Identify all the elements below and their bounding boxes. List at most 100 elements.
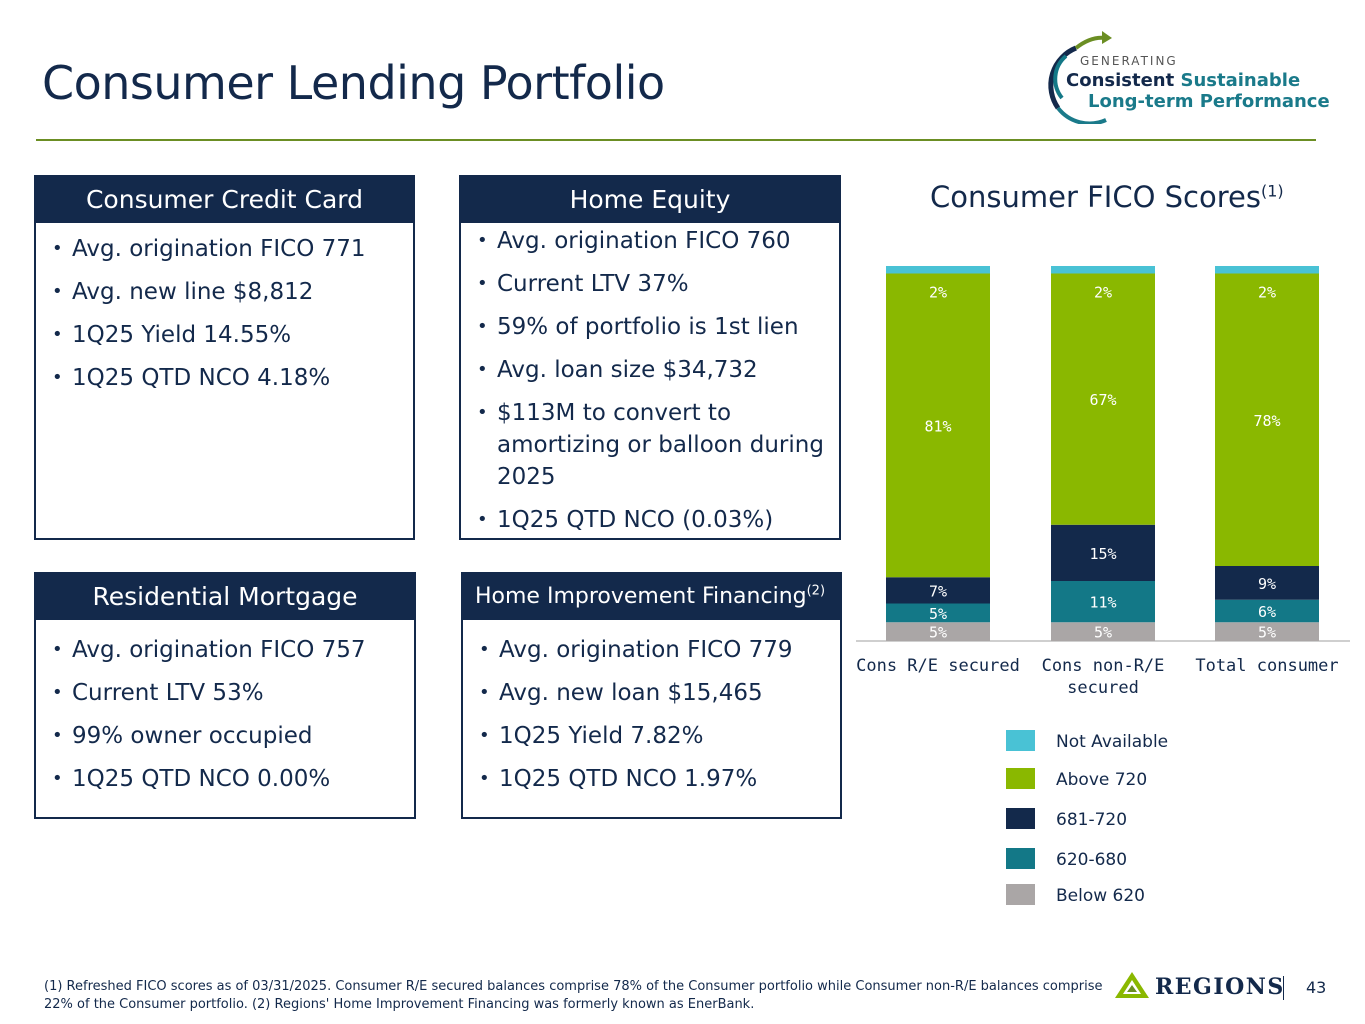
- legend-item: Above 720: [1006, 768, 1206, 792]
- bar-segment-681-720: [1051, 524, 1155, 581]
- category-label: secured: [1067, 678, 1139, 698]
- logo-arc-icon: [1048, 31, 1112, 124]
- bullet-item: Avg. origination FICO 760: [475, 225, 825, 257]
- logo-word-sustainable: Sustainable: [1180, 70, 1301, 91]
- fico-stacked-bar-chart: 5%5%7%81%2%Cons R/E secured5%11%15%67%2%…: [856, 266, 1350, 698]
- category-label: Cons non-R/E: [1042, 656, 1165, 676]
- card-home-improvement-financing: Home Improvement Financing(2) Avg. origi…: [461, 572, 842, 819]
- regions-wordmark: REGIONS: [1155, 974, 1285, 1000]
- data-label: 67%: [1089, 391, 1116, 409]
- bullet-item: 99% owner occupied: [50, 720, 400, 752]
- bullet-item: 1Q25 QTD NCO 1.97%: [477, 763, 826, 795]
- card-consumer-credit-card: Consumer Credit Card Avg. origination FI…: [34, 175, 415, 540]
- bar-segment-below-620: [1215, 622, 1319, 641]
- data-label: 2%: [929, 284, 947, 302]
- bullet-item: 59% of portfolio is 1st lien: [475, 311, 825, 343]
- card-title-footnote-ref: (2): [806, 583, 826, 599]
- bar-segment-not-available: [1215, 266, 1319, 274]
- bar-segment-not-available: [886, 266, 990, 274]
- bullet-item: Avg. origination FICO 779: [477, 634, 826, 666]
- bullet-item: $113M to convert to amortizing or balloo…: [475, 397, 825, 493]
- logo-line-generating: GENERATING: [1080, 54, 1178, 68]
- card-title: Consumer Credit Card: [36, 177, 413, 223]
- data-label: 81%: [924, 417, 951, 435]
- legend-label: Above 720: [1056, 770, 1148, 790]
- bullet-item: Avg. loan size $34,732: [475, 354, 825, 386]
- legend-swatch: [1006, 730, 1035, 751]
- bar-segment-below-620: [1051, 622, 1155, 641]
- data-label: 5%: [1258, 624, 1276, 642]
- legend-swatch: [1006, 884, 1035, 905]
- bar-segment-620-680: [886, 603, 990, 623]
- bullet-item: Current LTV 37%: [475, 268, 825, 300]
- card-title: Home Equity: [461, 177, 839, 223]
- legend-label: Below 620: [1056, 886, 1146, 906]
- title-divider: [36, 139, 1316, 141]
- legend-label: 681-720: [1056, 810, 1128, 830]
- data-label: 9%: [1258, 575, 1276, 593]
- bullet-item: 1Q25 Yield 14.55%: [50, 319, 399, 351]
- data-label: 5%: [1094, 624, 1112, 642]
- legend-item: Not Available: [1006, 730, 1206, 754]
- bar-segment-above-720: [886, 273, 990, 578]
- bar-segment-not-available: [1051, 266, 1155, 274]
- data-label: 11%: [1089, 594, 1116, 612]
- legend-label: 620-680: [1056, 850, 1128, 870]
- legend-item: 681-720: [1006, 808, 1206, 832]
- data-label: 15%: [1089, 545, 1116, 563]
- card-list: Avg. origination FICO 757 Current LTV 53%…: [36, 620, 414, 795]
- bullet-item: Avg. new loan $15,465: [477, 677, 826, 709]
- legend-swatch: [1006, 808, 1035, 829]
- bullet-item: 1Q25 QTD NCO (0.03%): [475, 504, 825, 536]
- bar-segment-620-680: [1051, 581, 1155, 623]
- category-label: Cons R/E secured: [856, 656, 1020, 676]
- legend-item: 620-680: [1006, 848, 1206, 872]
- bullet-item: Current LTV 53%: [50, 677, 400, 709]
- card-list: Avg. origination FICO 779 Avg. new loan $…: [463, 620, 840, 795]
- page-title: Consumer Lending Portfolio: [42, 56, 665, 110]
- legend-label: Not Available: [1056, 732, 1169, 752]
- logo-line-2: Consistent Sustainable: [1066, 70, 1300, 91]
- card-residential-mortgage: Residential Mortgage Avg. origination FI…: [34, 572, 416, 819]
- card-list: Avg. origination FICO 760 Current LTV 37%…: [461, 223, 839, 536]
- bullet-item: Avg. origination FICO 757: [50, 634, 400, 666]
- legend-item: Below 620: [1006, 884, 1206, 908]
- bar-segment-above-720: [1215, 273, 1319, 566]
- logo-line-3: Long-term Performance: [1088, 91, 1330, 112]
- bar-segment-681-720: [886, 577, 990, 604]
- card-title: Home Improvement Financing(2): [463, 574, 840, 620]
- regions-logo: REGIONS: [1113, 970, 1293, 1002]
- bullet-item: Avg. origination FICO 771: [50, 233, 399, 265]
- data-label: 6%: [1258, 603, 1276, 621]
- chart-title-footnote-ref: (1): [1260, 181, 1284, 201]
- footnote: (1) Refreshed FICO scores as of 03/31/20…: [44, 979, 1103, 1012]
- data-label: 2%: [1258, 284, 1276, 302]
- card-title-text: Home Improvement Financing: [475, 584, 807, 609]
- bar-segment-above-720: [1051, 273, 1155, 525]
- card-home-equity: Home Equity Avg. origination FICO 760 Cur…: [459, 175, 841, 540]
- logo-word-consistent: Consistent: [1066, 70, 1175, 91]
- bullet-item: Avg. new line $8,812: [50, 276, 399, 308]
- generating-performance-logo: GENERATING Consistent Sustainable Long-t…: [1036, 28, 1330, 124]
- regions-triangle-icon: [1115, 972, 1149, 998]
- card-list: Avg. origination FICO 771 Avg. new line $…: [36, 223, 413, 394]
- data-label: 5%: [929, 624, 947, 642]
- data-label: 7%: [929, 582, 947, 600]
- data-label: 5%: [929, 605, 947, 623]
- bar-segment-below-620: [886, 622, 990, 641]
- chart-title: Consumer FICO Scores(1): [930, 180, 1284, 214]
- card-title: Residential Mortgage: [36, 574, 414, 620]
- bullet-item: 1Q25 QTD NCO 0.00%: [50, 763, 400, 795]
- legend-swatch: [1006, 848, 1035, 869]
- data-label: 78%: [1253, 412, 1280, 430]
- category-label: Total consumer: [1195, 656, 1338, 676]
- legend-swatch: [1006, 768, 1035, 789]
- bar-segment-620-680: [1215, 599, 1319, 623]
- bar-segment-681-720: [1215, 566, 1319, 600]
- bullet-item: 1Q25 Yield 7.82%: [477, 720, 826, 752]
- chart-title-text: Consumer FICO Scores: [930, 180, 1261, 214]
- page-number: 43: [1306, 978, 1327, 997]
- data-label: 2%: [1094, 284, 1112, 302]
- bullet-item: 1Q25 QTD NCO 4.18%: [50, 362, 399, 394]
- footer-separator: [1283, 976, 1284, 1000]
